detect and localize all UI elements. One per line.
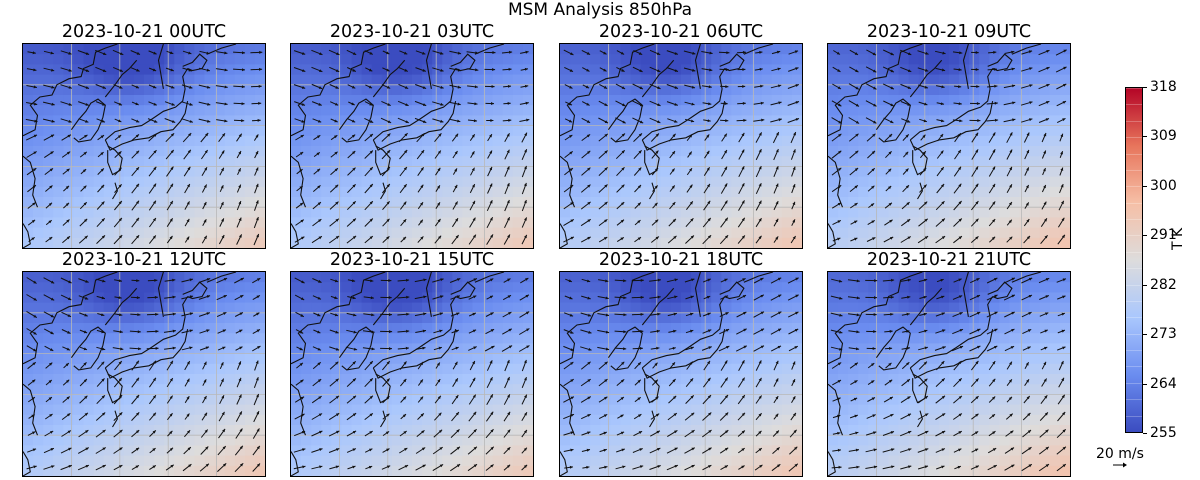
temperature-wind-map: [22, 271, 266, 477]
temperature-wind-map: [559, 43, 803, 249]
colorbar-tick-mark: [1143, 235, 1147, 237]
figure-title: MSM Analysis 850hPa: [507, 0, 693, 20]
colorbar-tick-mark: [1143, 185, 1147, 187]
colorbar-tick-label: 309: [1150, 128, 1177, 145]
panel-time-title: 2023-10-21 15UTC: [329, 250, 495, 270]
colorbar-tick-mark: [1143, 383, 1147, 385]
colorbar-tick-mark: [1143, 136, 1147, 138]
colorbar-tick-label: 255: [1150, 425, 1177, 441]
colorbar-tick-label: 291: [1150, 227, 1177, 244]
temperature-wind-map: [22, 43, 266, 249]
panel-time-title: 2023-10-21 03UTC: [329, 22, 495, 42]
colorbar-label: T K: [1170, 227, 1186, 250]
colorbar-tick-mark: [1143, 87, 1147, 88]
colorbar-tick-label: 318: [1150, 79, 1177, 95]
colorbar-tick-label: 300: [1150, 177, 1177, 194]
panel-time-title: 2023-10-21 00UTC: [61, 22, 227, 42]
panel-time-title: 2023-10-21 21UTC: [866, 250, 1032, 270]
quiver-key-arrow-icon: [1113, 462, 1127, 468]
panel-time-title: 2023-10-21 09UTC: [866, 22, 1032, 42]
colorbar-tick-mark: [1143, 334, 1147, 336]
temperature-wind-map: [290, 271, 534, 477]
temperature-wind-map: [559, 271, 803, 477]
colorbar-tick-label: 264: [1150, 375, 1177, 392]
quiver-key-label: 20 m/s: [1096, 446, 1144, 462]
colorbar-tick-mark: [1143, 284, 1147, 286]
colorbar-tick-label: 282: [1150, 276, 1177, 293]
temperature-wind-map: [290, 43, 534, 249]
colorbar-tick-label: 273: [1150, 326, 1177, 343]
temperature-wind-map: [827, 271, 1071, 477]
panel-time-title: 2023-10-21 12UTC: [61, 250, 227, 270]
panel-time-title: 2023-10-21 18UTC: [598, 250, 764, 270]
panel-time-title: 2023-10-21 06UTC: [598, 22, 764, 42]
colorbar-tick-mark: [1143, 433, 1147, 434]
temperature-colorbar: [1125, 87, 1143, 433]
temperature-wind-map: [827, 43, 1071, 249]
